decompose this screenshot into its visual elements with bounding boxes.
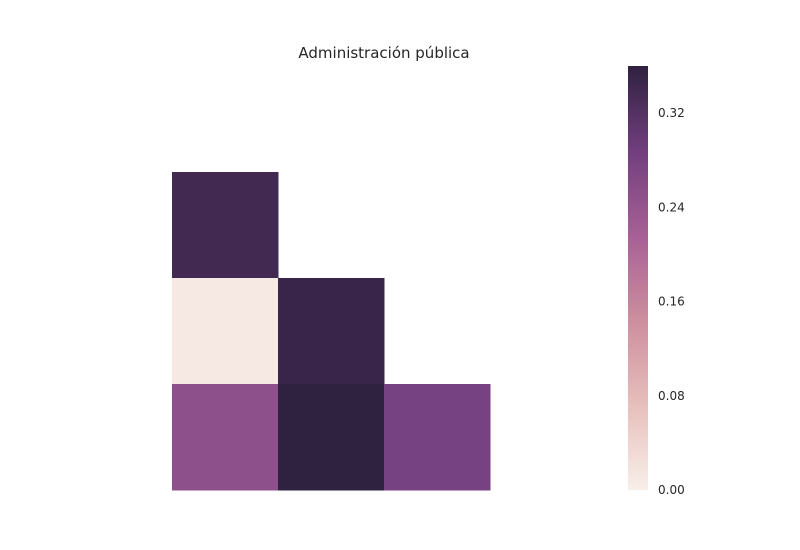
heatmap-cell-r0-c0 bbox=[172, 172, 279, 279]
heatmap-cells bbox=[172, 172, 491, 491]
heatmap-cell-r2-c0 bbox=[172, 384, 279, 491]
colorbar-tick-label: 0.00 bbox=[658, 483, 685, 497]
heatmap-cell-r2-c2 bbox=[384, 384, 491, 491]
colorbar-tick-label: 0.32 bbox=[658, 106, 685, 120]
colorbar-tick-label: 0.24 bbox=[658, 200, 685, 214]
chart-title: Administración pública bbox=[298, 44, 469, 62]
colorbar bbox=[628, 66, 648, 490]
colorbar-tick-label: 0.16 bbox=[658, 295, 685, 309]
colorbar-tick-label: 0.08 bbox=[658, 389, 685, 403]
heatmap-cell-r2-c1 bbox=[278, 384, 385, 491]
colorbar-ticks: 0.00 0.08 0.16 0.24 0.32 bbox=[658, 106, 685, 497]
heatmap-cell-r1-c0 bbox=[172, 278, 279, 385]
heatmap-cell-r1-c1 bbox=[278, 278, 385, 385]
